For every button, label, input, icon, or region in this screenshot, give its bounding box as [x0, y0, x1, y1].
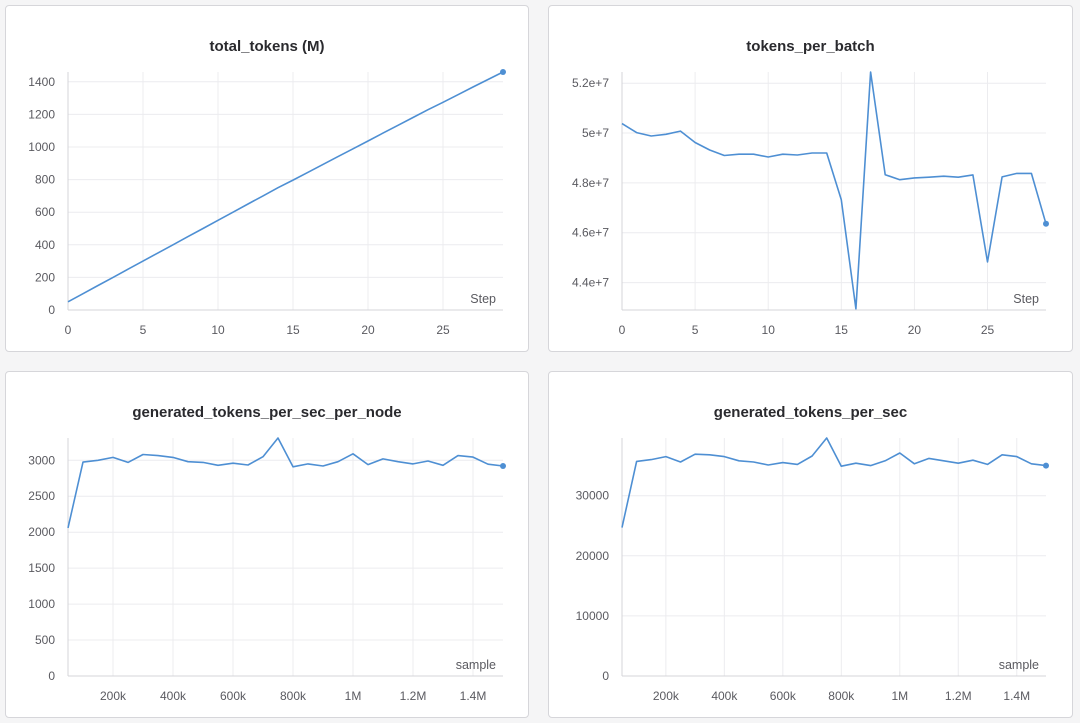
x-tick-label: 200k [100, 689, 127, 703]
series-line [621, 437, 1047, 528]
x-tick-label: 600k [220, 689, 247, 703]
x-tick-label: 10 [762, 323, 776, 337]
x-tick-label: 800k [280, 689, 307, 703]
x-tick-label: 400k [711, 689, 738, 703]
y-tick-label: 200 [35, 270, 55, 284]
chart-title: tokens_per_batch [746, 38, 875, 55]
last-point-marker [500, 69, 506, 75]
series-line [67, 437, 504, 529]
x-tick-label: 0 [65, 323, 72, 337]
chart-panel-generated-tokens-per-sec: generated_tokens_per_sec 0 10000 20000 3000… [548, 371, 1073, 718]
x-tick-label: 5 [692, 323, 699, 337]
y-tick-label: 4.8e+7 [572, 176, 609, 190]
y-tick-label: 1200 [28, 107, 55, 121]
y-tick-label: 10000 [576, 609, 610, 623]
x-tick-label: 15 [286, 323, 300, 337]
last-point-marker [1043, 220, 1049, 227]
chart-panel-generated-tokens-per-sec-per-node: generated_tokens_per_sec_per_node 0 500 10… [5, 371, 529, 718]
y-tick-label: 5e+7 [582, 126, 609, 140]
x-tick-label: 10 [211, 323, 225, 337]
x-tick-label: 20 [361, 323, 375, 337]
x-axis-label: Step [470, 292, 496, 306]
x-tick-label: 800k [828, 689, 855, 703]
y-tick-label: 0 [602, 669, 609, 683]
line-chart-generated-tokens-per-sec-per-node: 0 500 1000 1500 2000 2500 3000 200k 400k 600k 800k… [28, 437, 506, 703]
line-chart-total-tokens: 0 200 400 600 800 1000 1200 1400 0 5 10 15 20 25 Step [28, 69, 506, 337]
y-tick-label: 0 [48, 669, 55, 683]
x-tick-label: 25 [436, 323, 450, 337]
y-tick-label: 2000 [28, 525, 55, 539]
chart-panel-total-tokens: total_tokens (M) 0 200 400 600 800 1000 1200 14… [5, 5, 529, 352]
x-tick-label: 20 [908, 323, 922, 337]
series-line [621, 71, 1047, 310]
x-axis-label: sample [999, 658, 1039, 672]
x-tick-label: 1M [345, 689, 362, 703]
y-tick-label: 4.4e+7 [572, 276, 609, 290]
y-tick-label: 400 [35, 238, 55, 252]
y-tick-label: 2500 [28, 489, 55, 503]
x-tick-label: 1.4M [1003, 689, 1030, 703]
chart-panel-tokens-per-batch: tokens_per_batch 4.4e+7 4.6e+7 4.8e+7 5e+7 5… [548, 5, 1073, 352]
y-tick-label: 4.6e+7 [572, 226, 609, 240]
x-tick-label: 600k [770, 689, 797, 703]
x-tick-label: 1.4M [460, 689, 487, 703]
y-tick-label: 5.2e+7 [572, 76, 609, 90]
series-line [67, 71, 504, 303]
x-tick-label: 1M [891, 689, 908, 703]
y-tick-label: 1000 [28, 597, 55, 611]
x-tick-label: 5 [140, 323, 147, 337]
line-chart-generated-tokens-per-sec: 0 10000 20000 30000 200k 400k 600k 800k 1M 1.2M 1.… [576, 437, 1049, 703]
x-tick-label: 1.2M [400, 689, 427, 703]
y-tick-label: 1400 [28, 75, 55, 89]
last-point-marker [1043, 462, 1049, 469]
chart-title: generated_tokens_per_sec [713, 404, 908, 421]
x-axis-label: Step [1013, 292, 1039, 306]
y-tick-label: 20000 [576, 549, 610, 563]
last-point-marker [500, 463, 506, 470]
y-tick-label: 3000 [28, 453, 55, 467]
y-tick-label: 1000 [28, 140, 55, 154]
y-tick-label: 1500 [28, 561, 55, 575]
y-tick-label: 0 [48, 303, 55, 317]
x-tick-label: 400k [160, 689, 187, 703]
x-axis-label: sample [456, 658, 496, 672]
y-tick-label: 800 [35, 173, 55, 187]
x-tick-label: 0 [619, 323, 626, 337]
chart-title: generated_tokens_per_sec_per_node [132, 404, 402, 421]
line-chart-tokens-per-batch: 4.4e+7 4.6e+7 4.8e+7 5e+7 5.2e+7 0 5 10 15 20 25 St… [572, 71, 1049, 337]
chart-title: total_tokens (M) [209, 38, 325, 55]
x-tick-label: 200k [653, 689, 680, 703]
x-tick-label: 1.2M [945, 689, 972, 703]
x-tick-label: 15 [835, 323, 849, 337]
y-tick-label: 500 [35, 633, 55, 647]
x-tick-label: 25 [981, 323, 995, 337]
y-tick-label: 600 [35, 205, 55, 219]
y-tick-label: 30000 [576, 489, 610, 503]
